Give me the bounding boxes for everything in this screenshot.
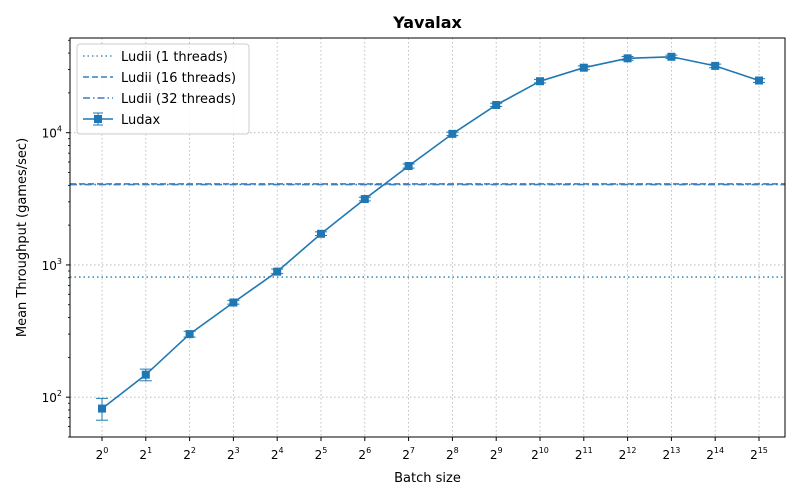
x-tick-label: 213 <box>662 446 680 462</box>
x-tick-label: 29 <box>490 446 503 462</box>
chart-title: Yavalax <box>392 13 462 32</box>
y-tick-label: 102 <box>42 389 62 405</box>
series-line <box>101 55 760 410</box>
data-point <box>579 63 588 72</box>
data-point <box>404 161 413 170</box>
x-tick-label: 23 <box>227 446 240 462</box>
data-point <box>360 195 369 204</box>
legend-label: Ludii (1 threads) <box>121 50 228 65</box>
data-point <box>185 330 194 339</box>
x-tick-label: 26 <box>358 446 371 462</box>
data-point <box>536 77 544 86</box>
x-tick-label: 211 <box>575 446 593 462</box>
y-tick-label: 103 <box>42 257 62 273</box>
x-tick-label: 215 <box>750 446 768 462</box>
x-tick-label: 27 <box>402 446 415 462</box>
ludax-series <box>96 52 765 421</box>
x-tick-label: 25 <box>315 446 328 462</box>
data-point <box>623 54 632 63</box>
legend-label: Ludax <box>121 113 160 128</box>
data-point <box>229 298 238 307</box>
data-point <box>667 52 676 61</box>
x-tick-label: 22 <box>183 446 196 462</box>
legend-label: Ludii (16 threads) <box>121 71 236 86</box>
data-point <box>98 404 106 413</box>
data-point <box>448 129 457 138</box>
legend: Ludii (1 threads) Ludii (16 threads) Ludii… <box>76 43 250 135</box>
x-tick-label: 212 <box>619 446 637 462</box>
grid <box>70 38 785 437</box>
legend-swatch-marker <box>94 115 102 123</box>
x-tick-label: 214 <box>706 446 724 462</box>
x-tick-label: 20 <box>96 446 109 462</box>
x-tick-label: 24 <box>271 446 284 462</box>
data-point <box>492 100 501 109</box>
data-point <box>755 76 763 85</box>
data-point <box>711 61 720 70</box>
x-tick-label: 21 <box>139 446 152 462</box>
plot-frame <box>69 37 786 438</box>
reference-lines <box>70 183 785 278</box>
x-axis-label: Batch size <box>394 471 461 486</box>
legend-box <box>76 43 250 135</box>
x-tick-label: 28 <box>446 446 459 462</box>
y-tick-label: 104 <box>42 125 62 141</box>
axis-ticks: 20 21 22 23 24 25 26 27 28 29 210 211 212 213 214 215 10… <box>42 39 768 462</box>
x-tick-label: 210 <box>531 446 549 462</box>
data-point <box>317 229 325 238</box>
data-point <box>273 267 282 276</box>
y-axis-label: Mean Throughput (games/sec) <box>15 138 30 337</box>
legend-label: Ludii (32 threads) <box>121 92 236 107</box>
data-point <box>141 370 150 379</box>
